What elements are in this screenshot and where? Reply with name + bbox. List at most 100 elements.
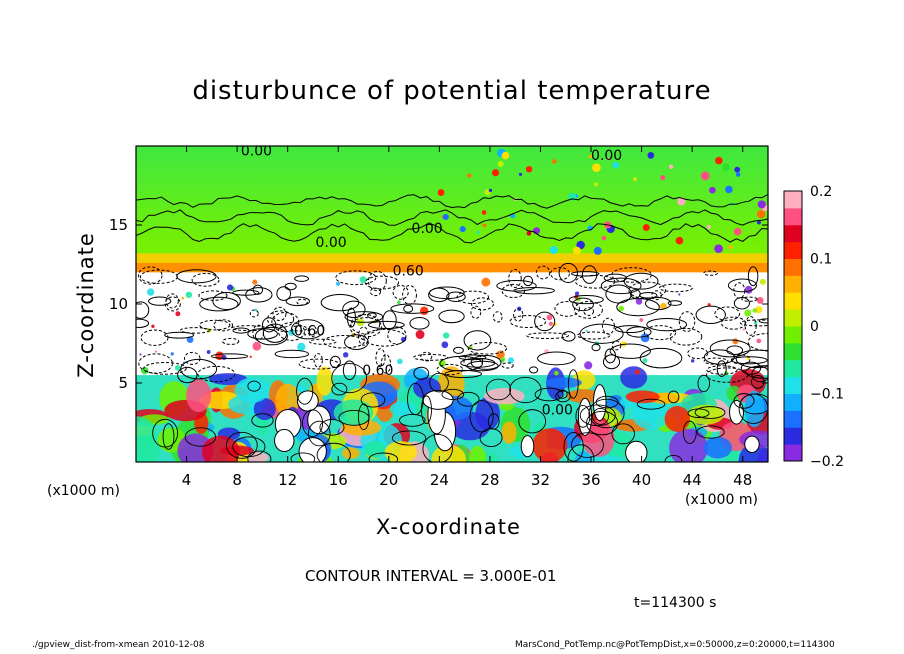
contour-line xyxy=(247,450,272,462)
contour-line xyxy=(319,419,345,436)
contour-line xyxy=(687,408,710,418)
contour-line xyxy=(422,434,453,462)
speckle xyxy=(759,278,766,285)
contour-line xyxy=(274,349,310,359)
speckle xyxy=(642,358,648,364)
convective-cell xyxy=(316,366,334,396)
footer-left: ./gpview_dist-from-xmean 2010-12-08 xyxy=(32,640,205,650)
contour-line xyxy=(735,349,768,369)
speckle xyxy=(552,159,557,164)
contour-line xyxy=(342,300,366,319)
convective-cell xyxy=(389,401,416,417)
contour-line xyxy=(342,360,357,381)
neutral-cell xyxy=(298,437,327,462)
contour-line xyxy=(463,330,492,351)
contour-line xyxy=(322,335,365,349)
speckle xyxy=(501,151,510,160)
speckle xyxy=(706,224,711,229)
contour-line xyxy=(555,390,571,403)
convective-cell xyxy=(208,373,248,385)
contour-line xyxy=(664,454,683,462)
field-upper xyxy=(136,146,768,254)
convective-cell xyxy=(620,366,648,389)
speckle xyxy=(181,296,185,300)
contour-line xyxy=(360,392,386,408)
colorbar-swatch xyxy=(784,410,802,428)
contour-line xyxy=(639,347,683,369)
speckle xyxy=(660,302,667,310)
contour-line xyxy=(403,304,414,313)
contour-line xyxy=(609,343,651,359)
contour-line xyxy=(302,409,324,438)
speckle xyxy=(254,308,258,312)
x-tick-label: 28 xyxy=(480,471,499,489)
contour-line xyxy=(309,338,337,345)
speckle xyxy=(690,359,695,363)
speckle xyxy=(744,309,752,317)
speckle xyxy=(481,210,487,215)
convective-cell xyxy=(545,377,582,389)
speckle xyxy=(593,182,599,187)
contour-line xyxy=(197,365,236,383)
contour-line xyxy=(460,357,496,368)
speckle xyxy=(359,276,367,284)
colorbar-label: 0.1 xyxy=(810,252,832,268)
contour-line xyxy=(579,323,624,344)
contour-label: 0.60 xyxy=(393,264,424,280)
colorbar-swatch xyxy=(784,292,802,310)
convective-cell xyxy=(664,405,691,432)
contour-line xyxy=(534,387,564,402)
x-tick-label: 48 xyxy=(733,471,752,489)
speckle xyxy=(174,365,181,371)
contour-line xyxy=(470,354,502,370)
convective-cell xyxy=(484,388,525,405)
x-tick-label: 20 xyxy=(379,471,398,489)
contour-line xyxy=(458,354,487,361)
contour-label: 0.60 xyxy=(294,324,325,340)
contour-line xyxy=(518,409,547,434)
contour-line xyxy=(294,275,310,282)
speckle xyxy=(735,172,741,177)
convective-cell xyxy=(501,421,517,444)
contour-line xyxy=(436,363,464,376)
speckle xyxy=(574,291,580,296)
contour-line xyxy=(623,272,659,290)
contour-line xyxy=(600,277,642,295)
contour-line xyxy=(513,308,524,322)
contour-line xyxy=(225,431,258,459)
speckle xyxy=(488,188,493,193)
contour-line xyxy=(508,269,522,288)
contour-line xyxy=(380,354,391,374)
colorbar-swatch xyxy=(784,342,802,361)
contour-line xyxy=(501,283,526,299)
speckle xyxy=(252,279,258,285)
contour-line xyxy=(616,298,660,317)
contour-line xyxy=(534,311,556,332)
contour-line xyxy=(611,340,622,351)
speckle xyxy=(146,288,155,296)
contour-line xyxy=(138,353,173,374)
contour-line xyxy=(277,322,305,341)
contour-line xyxy=(290,452,316,462)
speckle xyxy=(588,154,593,159)
x-unit-right: (x1000 m) xyxy=(685,492,758,508)
convective-cell xyxy=(186,379,212,413)
speckle xyxy=(549,245,558,255)
contour-line xyxy=(581,265,598,284)
speckle xyxy=(753,321,758,325)
contour-line xyxy=(485,378,512,401)
x-tick-label: 16 xyxy=(329,471,348,489)
convective-cell xyxy=(575,451,591,462)
contour-line xyxy=(136,209,768,226)
speckle xyxy=(443,332,450,339)
contour-line xyxy=(298,358,340,370)
contour-line xyxy=(346,307,356,328)
colorbar-swatch xyxy=(784,258,802,276)
contour-label: 0.00 xyxy=(412,221,443,237)
speckle xyxy=(221,355,227,360)
contour-line xyxy=(335,270,377,286)
contour-line xyxy=(554,301,581,317)
contour-line xyxy=(733,282,746,299)
contour-line xyxy=(307,420,331,447)
speckle xyxy=(606,157,610,161)
